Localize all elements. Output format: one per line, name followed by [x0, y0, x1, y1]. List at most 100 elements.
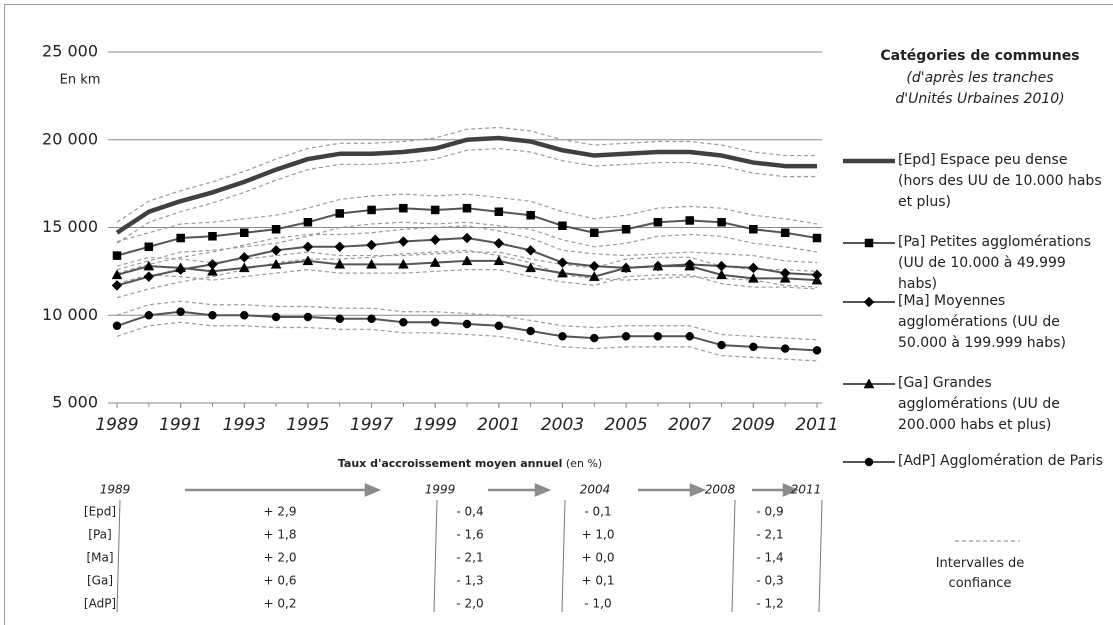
- row-label: [Ma]: [86, 551, 113, 565]
- table-value: + 2,0: [264, 551, 297, 565]
- marker: [864, 238, 874, 248]
- marker: [144, 311, 154, 320]
- table-value: + 2,9: [264, 505, 297, 519]
- marker: [143, 260, 155, 271]
- marker: [494, 321, 504, 331]
- marker: [653, 332, 663, 341]
- table-year: 1989: [100, 483, 131, 497]
- marker: [493, 255, 505, 266]
- x-tick-label: 1999: [414, 415, 457, 435]
- marker: [271, 312, 281, 322]
- marker: [334, 258, 346, 269]
- marker: [462, 319, 472, 329]
- y-tick-label: 15 000: [42, 217, 98, 236]
- table-year: 2011: [791, 483, 822, 497]
- confidence-line: [116, 147, 817, 244]
- legend-title: Catégories de communes: [880, 48, 1080, 64]
- marker: [270, 244, 282, 256]
- marker: [716, 269, 727, 280]
- x-tick-label: 2001: [477, 415, 520, 435]
- marker: [779, 272, 791, 283]
- marker: [240, 228, 249, 238]
- marker: [335, 209, 344, 218]
- legend-label: [Pa] Petites agglomérations (UU de 10.00…: [898, 234, 1092, 292]
- marker: [461, 255, 473, 266]
- table-unit: (en %): [566, 457, 602, 470]
- legend-label: [Epd] Espace peu dense (hors des UU de 1…: [898, 152, 1102, 210]
- marker: [398, 236, 409, 247]
- marker: [111, 269, 123, 280]
- marker: [430, 205, 440, 215]
- table-value: - 2,0: [456, 597, 483, 611]
- marker: [557, 257, 568, 268]
- marker: [653, 217, 663, 227]
- confidence-line: [116, 269, 818, 290]
- marker: [143, 271, 155, 282]
- marker: [176, 307, 185, 316]
- legend-label: [Ga] Grandes agglomérations (UU de 200.0…: [898, 375, 1060, 433]
- confidence-line: [116, 251, 818, 272]
- marker: [717, 217, 726, 227]
- marker: [557, 267, 568, 278]
- marker: [812, 346, 822, 355]
- table-value: - 1,2: [756, 597, 783, 611]
- table-value: + 0,6: [264, 574, 297, 588]
- marker: [303, 217, 313, 227]
- marker: [717, 340, 726, 350]
- series-line: [115, 135, 817, 235]
- x-tick-label: 2011: [795, 415, 838, 435]
- series-line: [116, 207, 818, 257]
- table-separator: [818, 499, 823, 613]
- marker: [175, 262, 187, 273]
- marker: [207, 265, 218, 276]
- marker: [302, 241, 314, 253]
- marker: [588, 260, 600, 272]
- frame: [4, 4, 1113, 625]
- table-separator: [731, 499, 736, 613]
- legend-label: [Ma] Moyennes agglomérations (UU de 50.0…: [898, 293, 1066, 351]
- arrow-head: [782, 483, 800, 497]
- marker: [335, 314, 344, 324]
- table-separator: [433, 499, 438, 613]
- table-value: - 0,4: [456, 505, 483, 519]
- confidence-line: [116, 321, 818, 362]
- marker: [749, 225, 758, 234]
- marker: [462, 203, 472, 213]
- x-tick-label: 2003: [541, 415, 584, 435]
- marker: [748, 262, 759, 274]
- table-value: + 1,8: [264, 528, 297, 542]
- marker: [590, 228, 599, 238]
- row-label: [Epd]: [84, 505, 116, 519]
- marker: [621, 332, 631, 341]
- marker: [429, 234, 441, 246]
- marker: [399, 318, 408, 327]
- marker: [112, 251, 122, 260]
- marker: [302, 255, 314, 266]
- x-tick-label: 2007: [668, 415, 711, 435]
- marker: [367, 205, 376, 215]
- marker: [303, 312, 313, 322]
- marker: [780, 228, 790, 238]
- table-value: - 2,1: [456, 551, 483, 565]
- marker: [176, 233, 185, 243]
- y-tick-label: 5 000: [52, 393, 98, 412]
- marker: [863, 378, 875, 389]
- series-line: [116, 310, 818, 352]
- marker: [621, 225, 631, 234]
- marker: [620, 262, 632, 273]
- marker: [270, 258, 282, 269]
- marker: [271, 225, 281, 234]
- marker: [749, 342, 758, 352]
- table-value: + 1,0: [582, 528, 615, 542]
- x-tick-label: 2009: [732, 415, 775, 435]
- marker: [525, 244, 536, 256]
- marker: [590, 333, 599, 343]
- row-label: [Ga]: [87, 574, 113, 588]
- marker: [111, 280, 123, 291]
- marker: [864, 457, 874, 467]
- legend-subtitle: (d'après les tranches d'Unités Urbaines …: [895, 70, 1065, 107]
- x-tick-label: 1993: [223, 415, 266, 435]
- marker: [526, 326, 535, 336]
- marker: [684, 260, 696, 271]
